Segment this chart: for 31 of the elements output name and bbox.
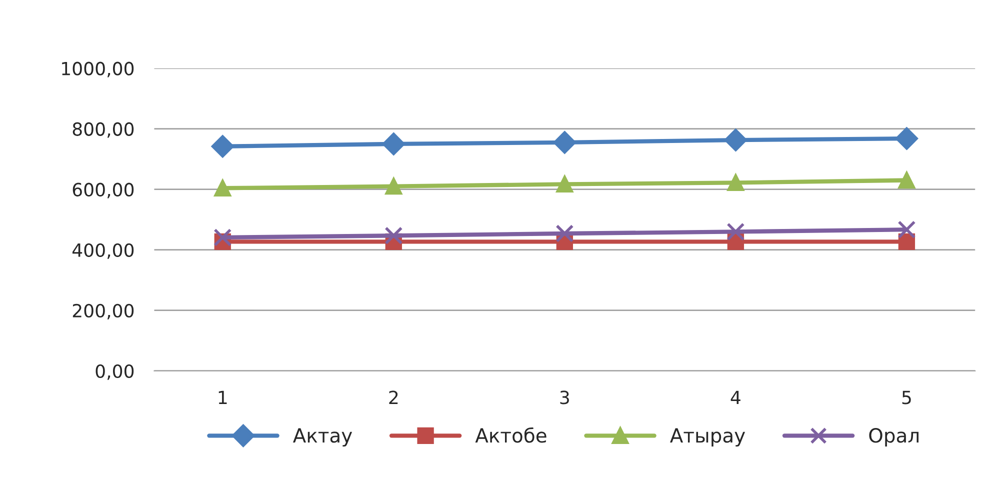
y-tick-label: 0,00 xyxy=(96,364,134,380)
point xyxy=(556,224,574,243)
x-tick-label: 1 xyxy=(218,390,227,404)
y-tick-label: 200,00 xyxy=(72,304,134,320)
point xyxy=(727,174,744,192)
x-tick-label: 2 xyxy=(389,390,398,404)
x-tick-label: 3 xyxy=(560,390,569,404)
legend-label: Орал xyxy=(869,428,918,447)
y-tick-label: 1000,00 xyxy=(62,62,134,78)
y-tick-label: 600,00 xyxy=(72,182,134,198)
point xyxy=(724,128,747,152)
point xyxy=(553,131,576,154)
y-tick-label: 800,00 xyxy=(72,122,134,138)
point xyxy=(898,172,916,189)
point xyxy=(898,220,916,239)
y-tick-label: 400,00 xyxy=(72,243,134,259)
legend-label: Атырау xyxy=(670,428,746,447)
x-tick-label: 4 xyxy=(730,390,740,404)
point xyxy=(214,180,231,196)
point xyxy=(556,176,573,193)
legend-label: Актобе xyxy=(475,427,546,443)
x-tick-label: 5 xyxy=(902,390,911,404)
legend-label: Актау xyxy=(292,428,352,447)
point xyxy=(211,135,234,158)
point xyxy=(384,226,403,245)
point xyxy=(382,132,405,156)
point xyxy=(214,228,232,246)
point xyxy=(385,178,402,195)
point xyxy=(726,222,745,241)
point xyxy=(895,127,918,150)
point xyxy=(898,233,916,250)
